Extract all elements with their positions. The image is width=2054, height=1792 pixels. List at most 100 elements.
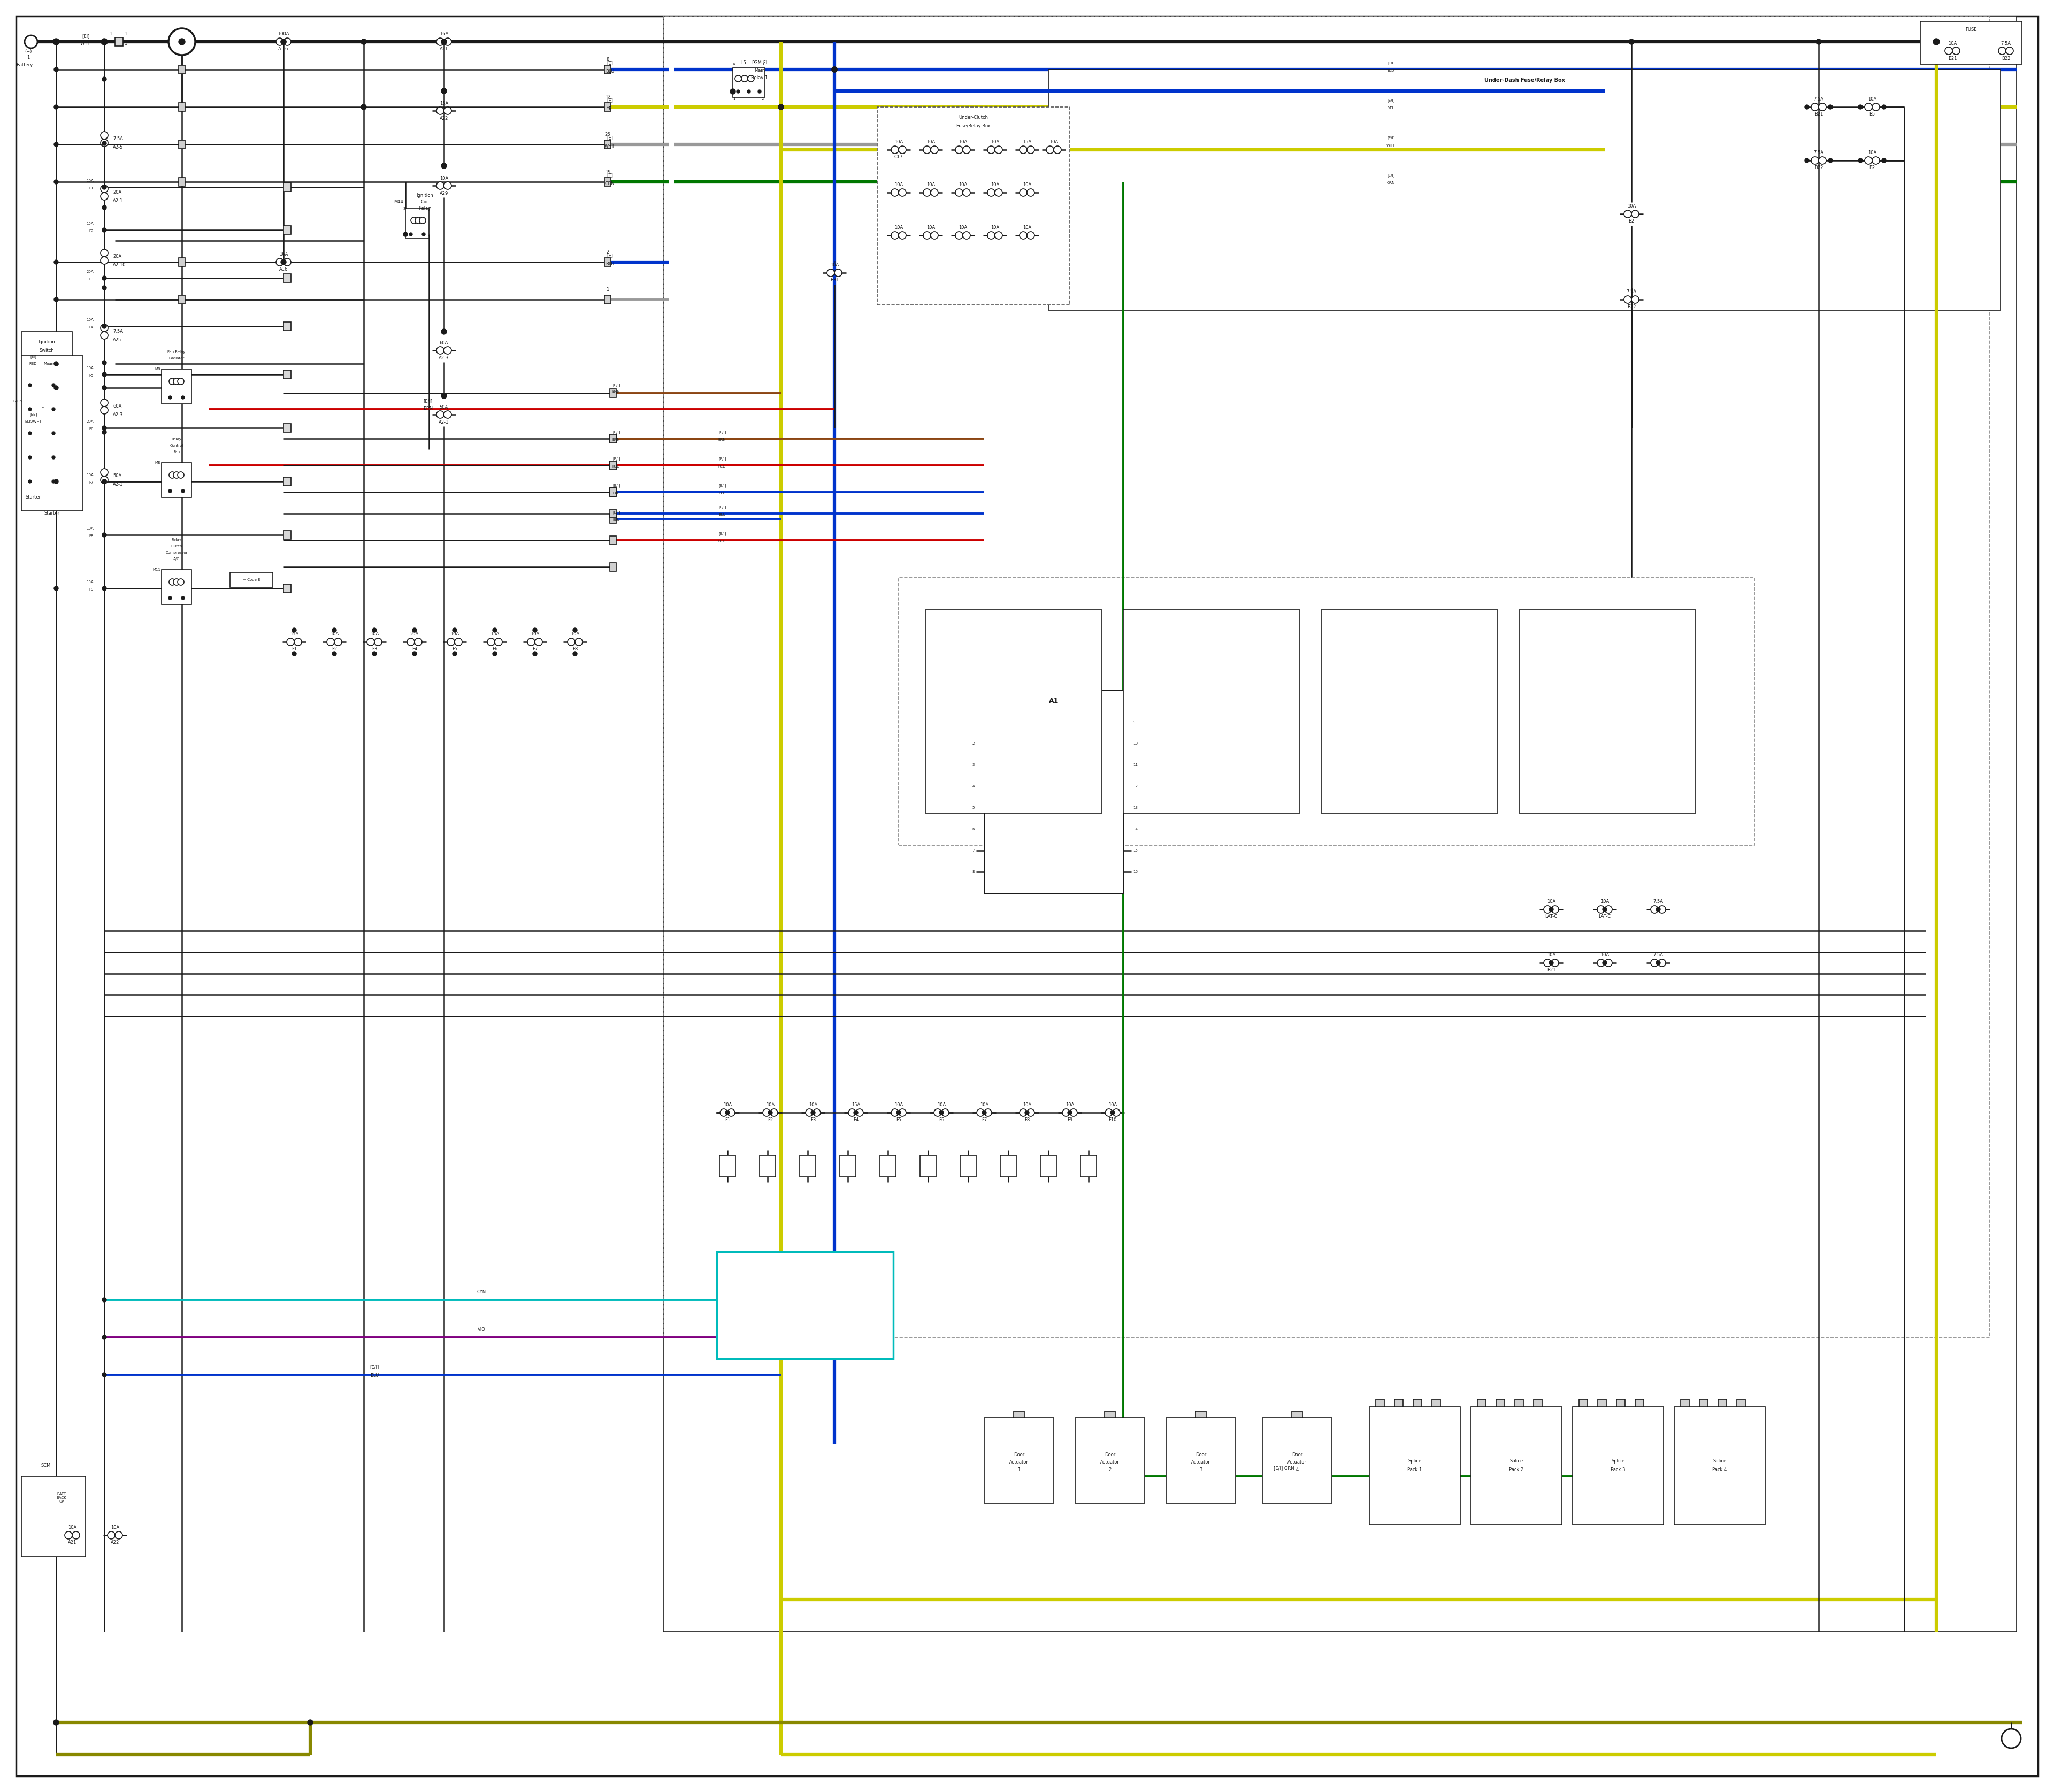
Circle shape	[72, 1532, 80, 1539]
Circle shape	[1999, 47, 2007, 54]
Text: 10A: 10A	[440, 176, 448, 181]
Circle shape	[29, 432, 31, 435]
Text: Ignition: Ignition	[39, 340, 55, 344]
Circle shape	[1027, 145, 1035, 154]
Circle shape	[1019, 1109, 1027, 1116]
Circle shape	[994, 188, 1002, 197]
Text: [E/I]: [E/I]	[612, 430, 620, 434]
Text: A2-1: A2-1	[440, 419, 450, 425]
Circle shape	[1651, 905, 1658, 914]
Bar	[1413, 1400, 1421, 1407]
Text: BLU: BLU	[612, 491, 620, 495]
Circle shape	[922, 231, 930, 238]
Text: 14: 14	[1134, 828, 1138, 831]
Circle shape	[1545, 905, 1551, 914]
Text: 2: 2	[762, 97, 764, 100]
Text: GRN: GRN	[1386, 181, 1395, 185]
Text: M11: M11	[152, 568, 160, 572]
Text: 1: 1	[606, 287, 610, 292]
Text: 10A: 10A	[530, 633, 540, 636]
Circle shape	[1113, 1109, 1119, 1116]
Text: 16: 16	[1134, 871, 1138, 873]
Text: [EI]: [EI]	[82, 34, 90, 39]
Text: Pack 3: Pack 3	[1610, 1468, 1625, 1473]
Text: Radiator: Radiator	[168, 357, 185, 360]
Bar	[162, 369, 191, 403]
Text: 10A: 10A	[1547, 953, 1555, 957]
Circle shape	[1551, 959, 1559, 966]
Text: 10A: 10A	[1600, 900, 1608, 905]
Bar	[663, 16, 1990, 1337]
Text: F5: F5	[452, 647, 458, 652]
Bar	[1471, 1407, 1561, 1525]
Text: 15A: 15A	[1023, 140, 1031, 145]
Text: 3: 3	[403, 208, 405, 210]
Circle shape	[103, 385, 107, 391]
Circle shape	[103, 185, 107, 190]
Circle shape	[528, 638, 534, 645]
Bar	[1376, 1400, 1384, 1407]
Text: 10A: 10A	[893, 226, 904, 231]
Circle shape	[1105, 1109, 1113, 1116]
Text: F3: F3	[372, 647, 378, 652]
Circle shape	[411, 217, 417, 224]
Bar	[610, 461, 616, 470]
Text: BLU: BLU	[606, 262, 614, 267]
Circle shape	[177, 378, 185, 385]
Text: F2: F2	[331, 647, 337, 652]
Bar	[610, 536, 616, 545]
Circle shape	[435, 181, 444, 190]
Circle shape	[53, 1720, 60, 1726]
Circle shape	[168, 378, 175, 385]
Text: B2: B2	[1869, 165, 1875, 170]
Circle shape	[2007, 47, 2013, 54]
Circle shape	[327, 638, 335, 645]
Text: L5: L5	[741, 61, 746, 65]
Bar	[1738, 1400, 1746, 1407]
Text: 15A: 15A	[440, 100, 448, 106]
Text: 7: 7	[972, 849, 974, 853]
Text: 10A: 10A	[990, 183, 998, 188]
Text: F3: F3	[809, 1118, 815, 1122]
Text: Splice: Splice	[1713, 1459, 1727, 1464]
Circle shape	[1027, 231, 1035, 238]
Circle shape	[53, 142, 58, 147]
Text: A1: A1	[1050, 697, 1058, 704]
Circle shape	[444, 38, 452, 45]
Text: 10A: 10A	[926, 140, 935, 145]
Circle shape	[727, 1109, 735, 1116]
Circle shape	[955, 145, 963, 154]
Text: BLU: BLU	[612, 518, 620, 521]
Text: Pack 2: Pack 2	[1510, 1468, 1524, 1473]
Circle shape	[101, 192, 109, 201]
Text: [E/I]: [E/I]	[1386, 136, 1395, 140]
Text: 7.5A: 7.5A	[1653, 953, 1664, 957]
Bar	[1580, 1400, 1588, 1407]
Text: Fan: Fan	[173, 450, 181, 453]
Circle shape	[103, 77, 107, 81]
Bar	[604, 177, 610, 186]
Circle shape	[53, 260, 58, 263]
Text: F2: F2	[768, 1118, 772, 1122]
Text: 10A: 10A	[111, 1525, 119, 1530]
Text: Actuator: Actuator	[1191, 1460, 1210, 1464]
Circle shape	[448, 638, 454, 645]
Text: F2: F2	[88, 229, 94, 233]
Circle shape	[103, 1335, 107, 1339]
Text: 60A: 60A	[440, 340, 448, 346]
Text: F7: F7	[88, 480, 94, 484]
Circle shape	[1871, 104, 1879, 111]
Circle shape	[53, 106, 58, 109]
Circle shape	[1828, 158, 1832, 163]
Text: 1: 1	[733, 97, 735, 100]
Circle shape	[1549, 961, 1553, 966]
Text: 4: 4	[972, 785, 974, 788]
Circle shape	[1953, 47, 1960, 54]
Bar	[1432, 1400, 1440, 1407]
Text: Control: Control	[170, 444, 183, 448]
Text: PGM-FI: PGM-FI	[752, 61, 768, 65]
Circle shape	[532, 627, 536, 633]
Text: 50A: 50A	[113, 473, 121, 478]
Bar	[179, 140, 185, 149]
Text: Switch: Switch	[39, 348, 53, 353]
